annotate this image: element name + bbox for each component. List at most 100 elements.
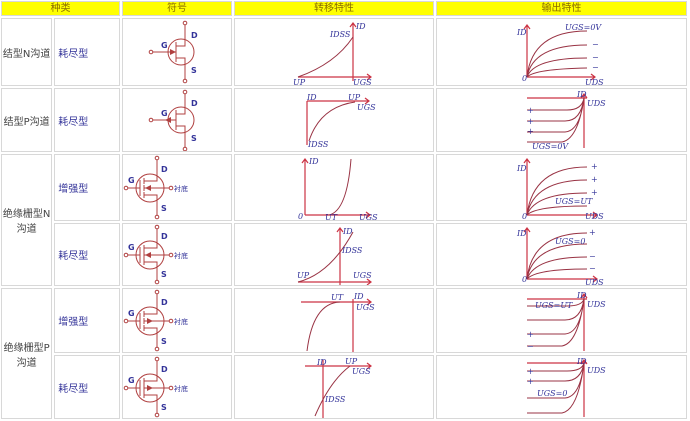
sub-label: 增强型: [54, 288, 120, 353]
symbol-cell: G D S: [121, 18, 232, 86]
output-cell: + + + UGS=0V ID UDS: [435, 88, 687, 152]
diagram-label: D: [191, 99, 198, 108]
symbol-cell: G D S 衬底: [121, 355, 232, 419]
diagram-label: UP: [293, 78, 306, 85]
diagram-stroke: [175, 125, 186, 147]
transfer-curve: UT ID UGS: [300, 292, 375, 352]
diagram-label: ID: [516, 28, 527, 37]
diagram-stroke: [297, 227, 372, 285]
transfer-curve: ID IDSS UP UGS: [297, 227, 372, 285]
diagram-stroke: [168, 252, 174, 258]
transfer-cell: UT ID UGS: [233, 288, 434, 353]
transfer-cell: ID IDSS UP UGS: [233, 18, 434, 86]
diagram-stroke: [168, 385, 174, 391]
diagram-label: +: [527, 106, 534, 115]
sub-label: 耗尽型: [54, 355, 120, 419]
diagram-stroke: [297, 231, 354, 283]
diagram-label: UDS: [587, 300, 606, 309]
diagram-stroke: [328, 158, 352, 216]
diagram-stroke: [523, 24, 596, 81]
diagram-stroke: [148, 117, 154, 123]
diagram-stroke: [314, 365, 351, 417]
kind-label: 结型P沟道: [1, 88, 53, 152]
diagram-stroke: [526, 298, 585, 347]
diagram-label: IDSS: [341, 246, 363, 255]
diagram-stroke: [143, 294, 158, 315]
diagram-label: UP: [345, 357, 358, 366]
diagram-stroke: [308, 101, 356, 142]
diagram-stroke: [297, 36, 354, 78]
transfer-cell: ID 0 UT UGS: [233, 154, 434, 221]
diagram-stroke: [297, 22, 372, 81]
diagram-stroke: [526, 30, 587, 78]
output-cell: UGS=UT + − ID UDS: [435, 288, 687, 353]
row-mos-n-dep: 耗尽型 G D S 衬底 ID IDSS UP UGS ID: [1, 223, 687, 286]
symbol-cell: G D S 衬底: [121, 288, 232, 353]
diagram-label: D: [161, 232, 168, 241]
diagram-label: G: [161, 109, 168, 118]
diagram-stroke: [169, 49, 176, 55]
kind-label: 绝缘栅型P沟道: [1, 288, 53, 419]
diagram-label: D: [161, 298, 168, 307]
header-kind: 种类: [1, 1, 120, 16]
diagram-label: +: [527, 377, 534, 386]
mosfet-n-enh-symbol-icon: G D S 衬底: [123, 155, 188, 220]
diagram-stroke: [182, 89, 188, 95]
transfer-cell: ID IDSS UP UGS: [233, 223, 434, 286]
output-cell: ID UGS=0V − − − 0 UDS: [435, 18, 687, 86]
row-jfet-p: 结型P沟道 耗尽型 G D S ID UP UGS IDSS + + + UGS=0V: [1, 88, 687, 152]
diagram-label: UGS: [357, 103, 376, 112]
diagram-stroke: [526, 232, 587, 280]
diagram-stroke: [182, 146, 188, 151]
transfer-curve: ID UP UGS IDSS: [304, 357, 372, 418]
diagram-stroke: [526, 362, 585, 414]
row-mos-n-enh: 绝缘栅型N沟道 增强型 G D S 衬底 ID 0 UT UGS I: [1, 154, 687, 286]
diagram-label: +: [527, 367, 534, 376]
diagram-label: D: [161, 365, 168, 374]
diagram-label: 衬底: [174, 317, 188, 326]
header-output: 输出特性: [435, 1, 687, 16]
diagram-label: 衬底: [174, 251, 188, 260]
diagram-stroke: [154, 356, 160, 362]
transfer-curve: ID 0 UT UGS: [298, 157, 378, 220]
diagram-stroke: [123, 318, 129, 324]
diagram-label: −: [592, 63, 599, 72]
diagram-stroke: [306, 301, 341, 352]
diagram-stroke: [123, 385, 129, 391]
diagram-label: −: [592, 53, 599, 62]
diagram-label: UP: [348, 93, 361, 102]
diagram-label: IDSS: [307, 140, 329, 149]
diagram-stroke: [526, 93, 588, 148]
output-curves: ID + + + UGS=UT 0 UDS: [516, 158, 604, 220]
header-transfer: 转移特性: [233, 1, 434, 16]
output-curves: ID + UGS=0 − − 0 UDS: [516, 227, 604, 285]
diagram-stroke: [146, 385, 153, 391]
diagram-stroke: [154, 346, 160, 352]
diagram-label: IDSS: [329, 30, 351, 39]
diagram-label: ID: [342, 227, 353, 236]
header-symbol: 符号: [121, 1, 232, 16]
diagram-label: ID: [353, 292, 364, 301]
transfer-curve: ID IDSS UP UGS: [293, 22, 372, 85]
kind-label: 绝缘栅型N沟道: [1, 154, 53, 286]
diagram-label: UGS: [353, 78, 372, 85]
diagram-stroke: [175, 57, 186, 79]
diagram-label: 衬底: [174, 184, 188, 193]
diagram-stroke: [123, 252, 129, 258]
row-mos-p-enh: 绝缘栅型P沟道 增强型 G D S 衬底 UT ID UGS UG: [1, 288, 687, 419]
diagram-label: UGS: [353, 271, 372, 280]
diagram-stroke: [144, 185, 151, 191]
diagram-label: +: [527, 330, 534, 339]
diagram-label: ID: [576, 90, 587, 99]
diagram-stroke: [143, 361, 158, 382]
transfer-curve: ID UP UGS IDSS: [306, 93, 376, 149]
diagram-stroke: [143, 194, 158, 215]
diagram-stroke: [143, 394, 158, 413]
jfet-p-symbol-icon: G D S: [148, 89, 198, 151]
diagram-label: ID: [355, 22, 366, 31]
